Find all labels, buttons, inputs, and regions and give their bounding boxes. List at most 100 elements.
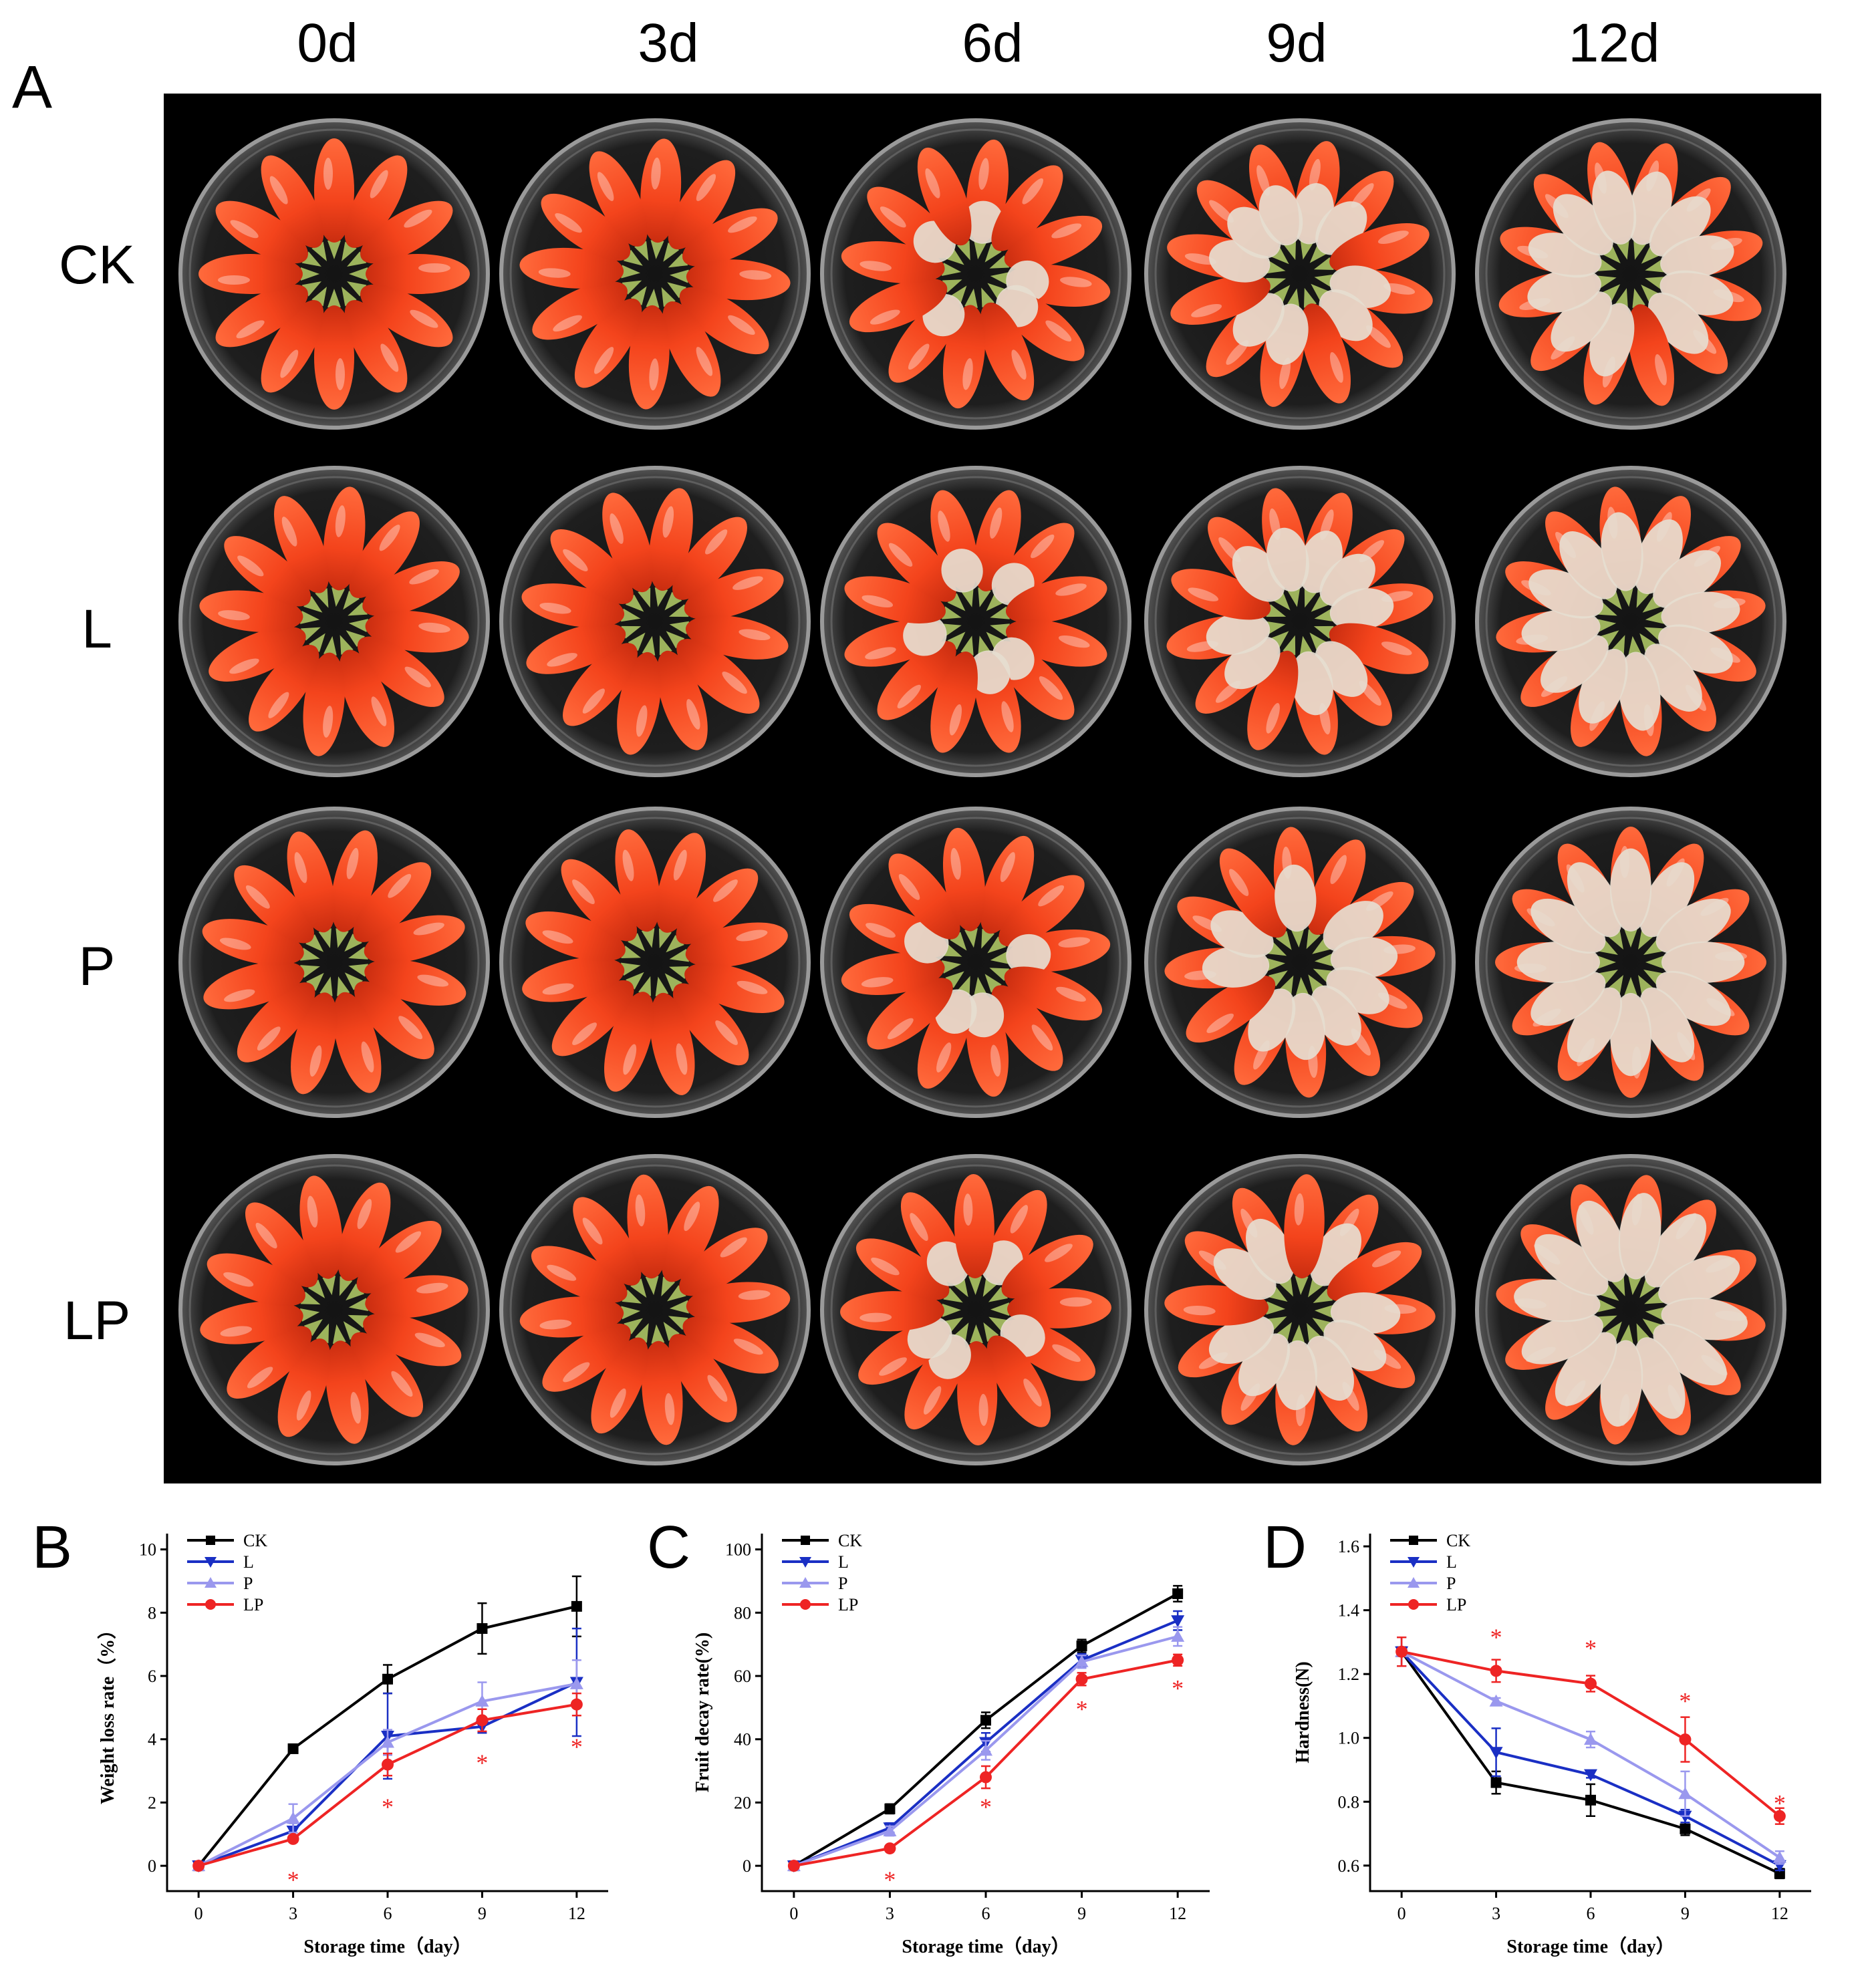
berry-calyx <box>343 1321 361 1340</box>
berry-body <box>526 623 626 674</box>
berry-highlight <box>296 1390 311 1421</box>
berry-calyx <box>300 1308 320 1322</box>
berry-highlight <box>335 505 346 537</box>
berry-body <box>350 1332 424 1417</box>
goji-berry <box>531 1246 642 1304</box>
chart-d-point-l <box>1489 1747 1503 1759</box>
berry-calyx <box>987 283 1007 300</box>
berry-calyx <box>1291 928 1305 948</box>
goji-berry <box>237 972 324 1062</box>
chart-c-point-p <box>883 1824 897 1837</box>
chart-b-legend-marker <box>205 1557 217 1568</box>
berry-highlight <box>1052 1344 1081 1362</box>
goji-berry <box>1178 1315 1287 1378</box>
berry-calyx <box>348 964 368 977</box>
berry-highlight <box>715 1020 738 1045</box>
chart-b-legend-marker <box>205 1599 216 1610</box>
berry-calyx <box>981 928 995 949</box>
chart-d-point-l <box>1584 1769 1597 1782</box>
mold-growth <box>1006 934 1051 976</box>
chart-d-point-lp <box>1773 1810 1786 1822</box>
mold-growth <box>1643 644 1702 712</box>
chart-d-series-lp <box>1395 1636 1786 1825</box>
berry-highlight <box>1058 937 1091 948</box>
berry-calyx <box>621 625 642 639</box>
goji-berry <box>561 859 646 952</box>
berry-highlight <box>1058 635 1090 648</box>
mold-growth <box>1275 864 1317 932</box>
berry-calyx <box>987 936 1007 954</box>
goji-berry <box>1557 843 1623 950</box>
berry-calyx <box>1270 631 1289 649</box>
berry-body <box>274 496 329 593</box>
goji-berry <box>1557 975 1623 1081</box>
berry-highlight <box>686 699 700 730</box>
berry-calyx <box>308 633 325 652</box>
berry-calyx <box>960 587 974 607</box>
berry-highlight <box>739 270 772 280</box>
mold-growth <box>1208 1315 1275 1364</box>
berry-calyx <box>945 248 964 265</box>
berry-calyx <box>1603 245 1621 264</box>
berry-body <box>849 278 948 333</box>
goji-berry <box>667 282 769 355</box>
chart-d-series-l <box>1395 1636 1786 1872</box>
berry-highlight <box>651 157 661 190</box>
goji-berry <box>349 254 470 294</box>
berry-body <box>366 254 470 294</box>
berry-highlight <box>936 1042 952 1073</box>
chart-c-legend-label: CK <box>838 1531 862 1550</box>
petri-dish-l-0d <box>178 466 490 777</box>
mold-growth <box>1661 591 1740 634</box>
berry-highlight <box>350 1392 362 1424</box>
berry-calyx <box>964 928 978 948</box>
goji-berry <box>198 254 319 294</box>
berry-body <box>980 302 1035 401</box>
berry-calyx <box>344 972 363 990</box>
goji-berry <box>207 1253 321 1306</box>
berry-highlight <box>1031 1024 1053 1051</box>
goji-berry <box>980 835 1035 949</box>
berry-body <box>867 978 953 1050</box>
berry-calyx <box>1632 288 1645 308</box>
chart-c-xlabel: Storage time（day） <box>902 1935 1069 1957</box>
goji-berry <box>522 957 641 1002</box>
goji-berry <box>1262 488 1309 607</box>
berry-body <box>1186 975 1276 1043</box>
berry-calyx <box>348 1298 368 1312</box>
berry-highlight <box>865 647 896 660</box>
berry-highlight <box>978 158 989 190</box>
berry-highlight <box>696 347 713 376</box>
berry-body <box>662 1185 719 1282</box>
goji-berry <box>930 490 983 607</box>
berry-body <box>1004 215 1103 270</box>
mold-growth <box>1658 1255 1740 1306</box>
berry-calyx <box>1266 1301 1286 1315</box>
petri-dish-p-9d <box>1144 807 1456 1118</box>
petri-dish-ck-12d <box>1475 118 1786 430</box>
petri-dish-l-12d <box>1475 466 1786 777</box>
chart-d-ytick-label: 1.4 <box>1338 1601 1360 1620</box>
goji-berry <box>849 903 962 964</box>
berry-calyx <box>950 285 967 305</box>
goji-berry <box>245 1202 325 1298</box>
berry-highlight <box>738 1290 771 1300</box>
petri-dish-l-6d <box>820 466 1131 777</box>
goji-berry <box>667 1228 768 1302</box>
berry-body <box>589 151 648 247</box>
berry-calyx <box>646 288 660 308</box>
dish-inner-rim <box>1154 128 1446 420</box>
berry-highlight <box>224 989 255 1002</box>
berry-body <box>563 643 638 726</box>
goji-berry <box>1545 511 1622 610</box>
berry-calyx <box>1602 284 1621 302</box>
chart-b-point-lp <box>570 1698 583 1711</box>
goji-berry <box>668 208 778 268</box>
petri-dish-p-12d <box>1475 807 1786 1118</box>
berry-highlight <box>635 1194 646 1227</box>
berry-body <box>356 1220 442 1294</box>
berry-calyx <box>303 1318 323 1336</box>
berry-body <box>602 492 654 593</box>
berry-calyx <box>621 608 641 622</box>
goji-berry <box>968 635 1021 753</box>
